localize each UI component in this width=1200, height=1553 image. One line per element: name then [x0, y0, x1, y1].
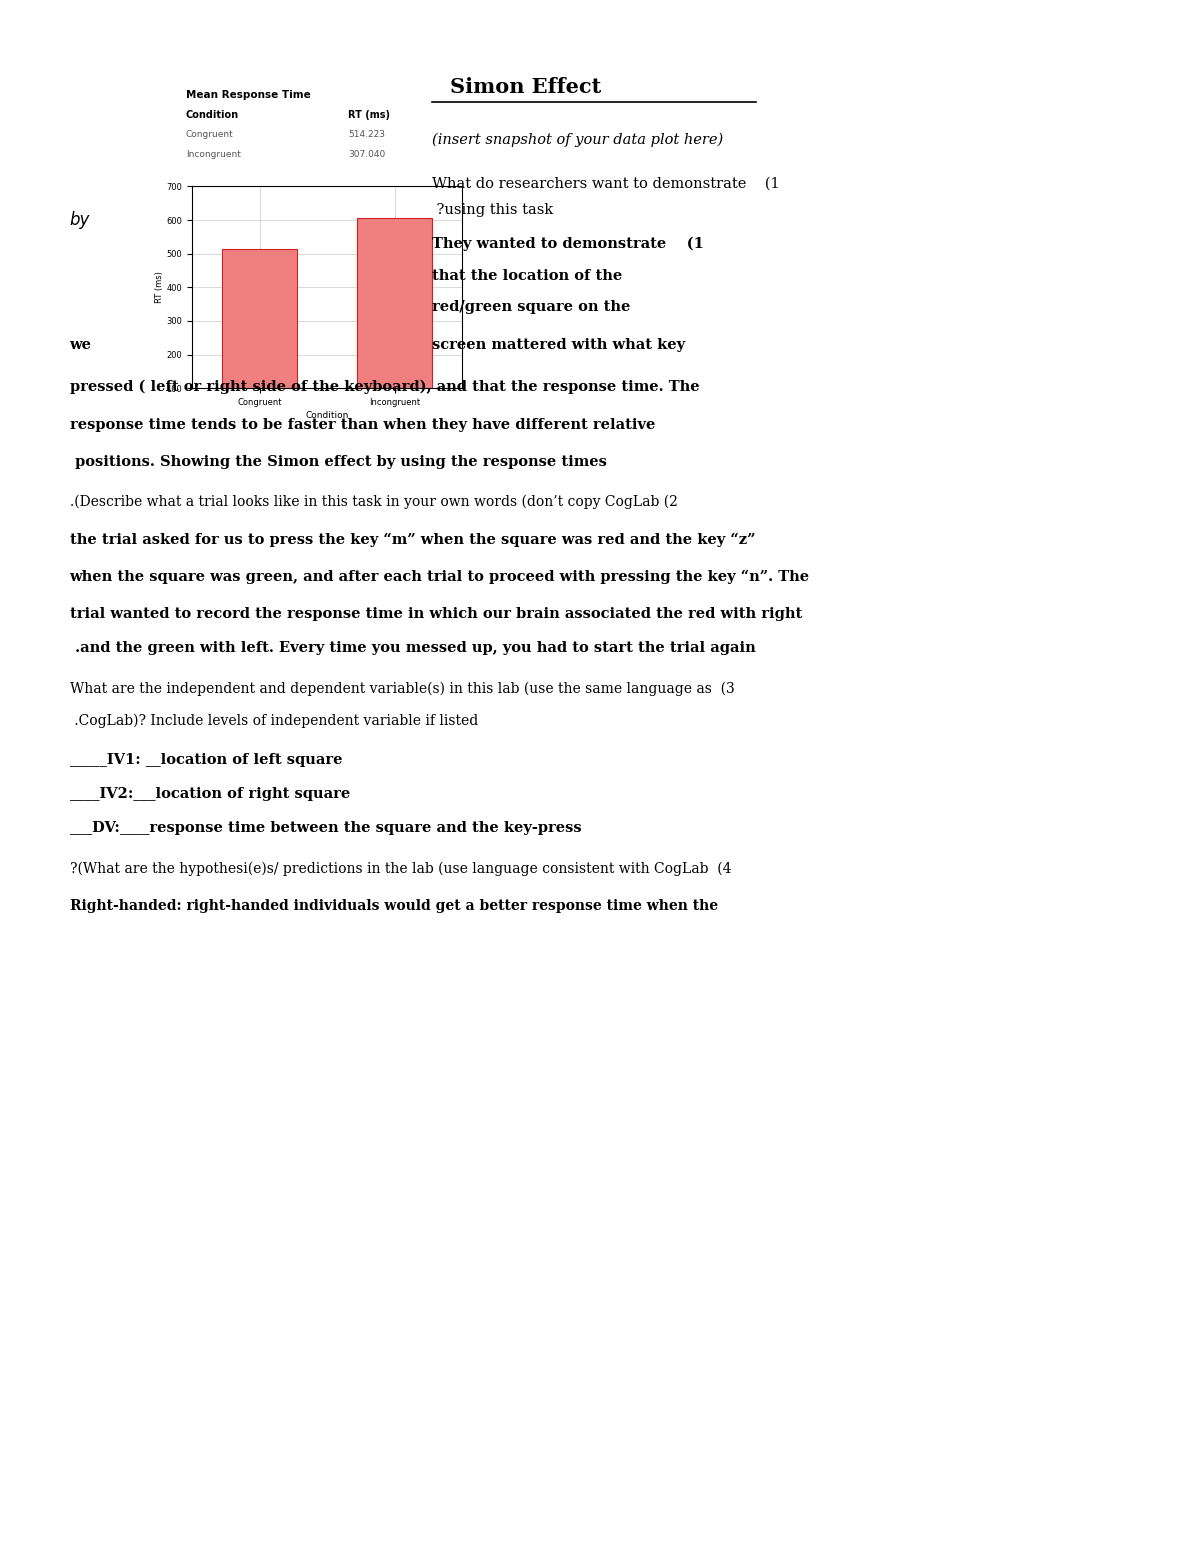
Text: by: by — [70, 211, 90, 230]
Text: ___DV:____response time between the square and the key-press: ___DV:____response time between the squa… — [70, 822, 581, 836]
Text: ?(What are the hypothesi(e)s/ predictions in the lab (use language consistent wi: ?(What are the hypothesi(e)s/ prediction… — [70, 862, 731, 876]
Text: (insert snapshot of your data plot here): (insert snapshot of your data plot here) — [432, 134, 724, 148]
Text: that the location of the: that the location of the — [432, 269, 623, 283]
Text: Condition: Condition — [186, 110, 239, 120]
Text: Incongruent: Incongruent — [186, 149, 241, 158]
Text: What are the independent and dependent variable(s) in this lab (use the same lan: What are the independent and dependent v… — [70, 682, 734, 696]
Text: pressed ( left or right side of the keyboard), and that the response time. The: pressed ( left or right side of the keyb… — [70, 380, 700, 394]
X-axis label: Condition: Condition — [305, 412, 349, 421]
Text: Congruent: Congruent — [186, 129, 234, 138]
Text: RT (ms): RT (ms) — [348, 110, 390, 120]
Text: when the square was green, and after each trial to proceed with pressing the key: when the square was green, and after eac… — [70, 570, 810, 584]
Text: we: we — [70, 339, 91, 353]
Text: ____IV2:___location of right square: ____IV2:___location of right square — [70, 787, 350, 801]
Text: Right-handed: right-handed individuals would get a better response time when the: Right-handed: right-handed individuals w… — [70, 899, 718, 913]
Text: .and the green with left. Every time you messed up, you had to start the trial a: .and the green with left. Every time you… — [70, 641, 755, 655]
Text: 514.223: 514.223 — [348, 129, 385, 138]
Text: response time tends to be faster than when they have different relative: response time tends to be faster than wh… — [70, 418, 655, 432]
Text: positions. Showing the Simon effect by using the response times: positions. Showing the Simon effect by u… — [70, 455, 606, 469]
Text: screen mattered with what key: screen mattered with what key — [432, 339, 685, 353]
Bar — [222, 248, 296, 422]
Text: 307.040: 307.040 — [348, 149, 385, 158]
Y-axis label: RT (ms): RT (ms) — [155, 272, 163, 303]
Text: _____IV1: __location of left square: _____IV1: __location of left square — [70, 753, 342, 767]
Text: .CogLab)? Include levels of independent variable if listed: .CogLab)? Include levels of independent … — [70, 714, 478, 728]
Text: ?using this task: ?using this task — [432, 203, 553, 217]
Text: trial wanted to record the response time in which our brain associated the red w: trial wanted to record the response time… — [70, 607, 802, 621]
Bar — [358, 217, 432, 422]
Text: They wanted to demonstrate    (1: They wanted to demonstrate (1 — [432, 238, 704, 252]
Text: the trial asked for us to press the key “m” when the square was red and the key : the trial asked for us to press the key … — [70, 533, 755, 547]
Text: Simon Effect: Simon Effect — [450, 78, 601, 98]
Text: .(Describe what a trial looks like in this task in your own words (don’t copy Co: .(Describe what a trial looks like in th… — [70, 495, 678, 509]
Text: Mean Response Time: Mean Response Time — [186, 90, 311, 99]
Text: What do researchers want to demonstrate    (1: What do researchers want to demonstrate … — [432, 177, 780, 191]
Text: red/green square on the: red/green square on the — [432, 300, 630, 314]
